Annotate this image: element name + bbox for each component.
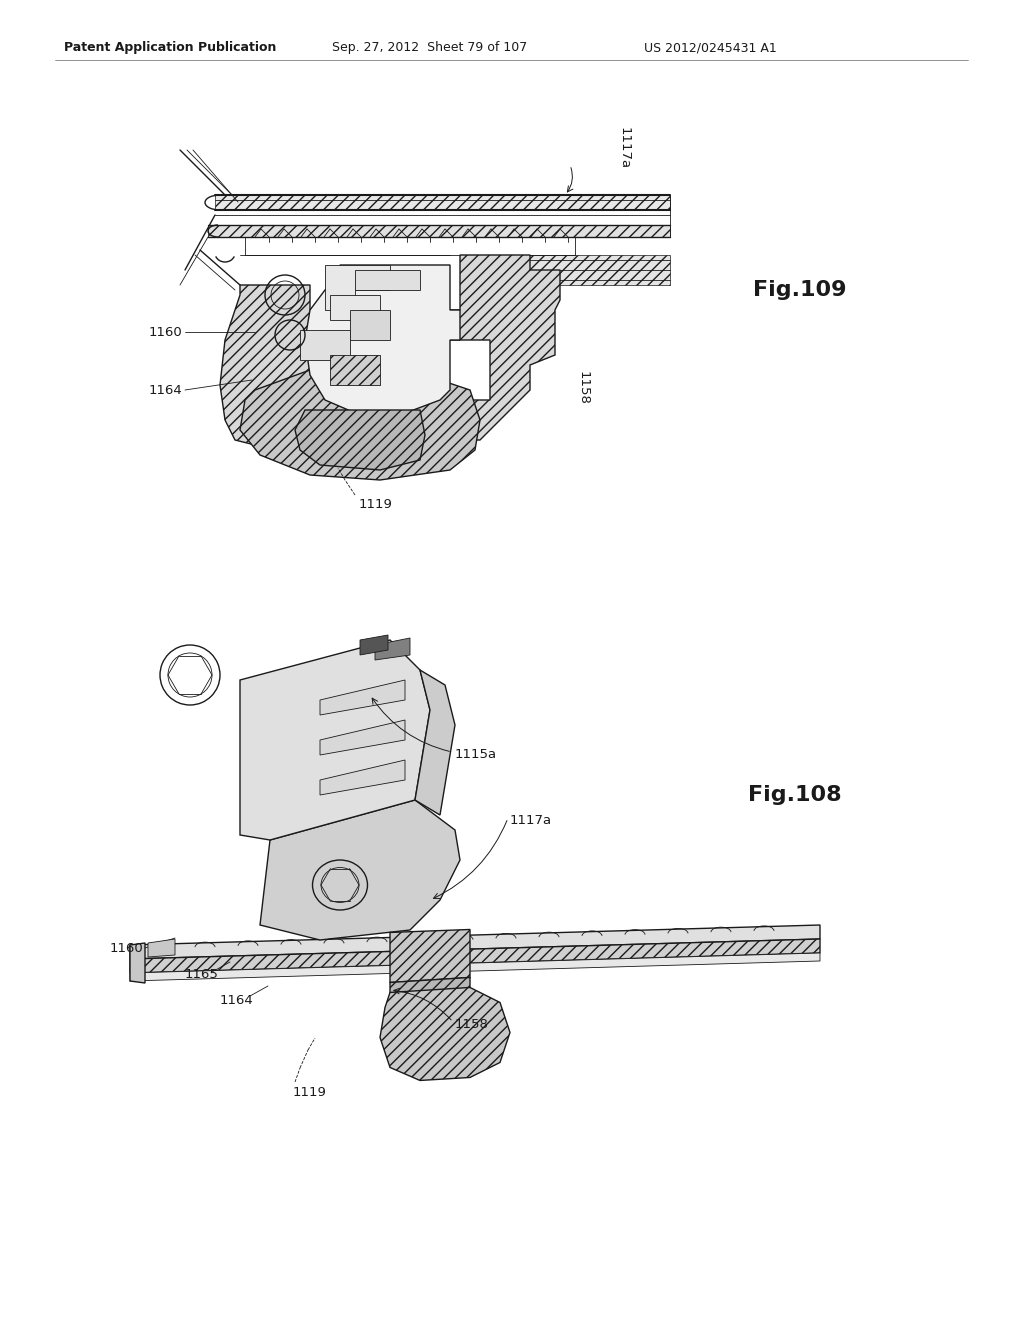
Text: US 2012/0245431 A1: US 2012/0245431 A1 xyxy=(644,41,776,54)
Polygon shape xyxy=(130,953,820,981)
Text: Fig.108: Fig.108 xyxy=(749,785,842,805)
Polygon shape xyxy=(130,939,820,973)
Polygon shape xyxy=(240,370,480,480)
Polygon shape xyxy=(319,680,406,715)
Text: 1117a: 1117a xyxy=(510,813,552,826)
Polygon shape xyxy=(390,929,470,982)
Text: 1115a: 1115a xyxy=(455,748,497,762)
Text: 1164: 1164 xyxy=(148,384,182,396)
Polygon shape xyxy=(350,310,390,341)
Polygon shape xyxy=(295,411,425,470)
Text: 1160: 1160 xyxy=(110,941,143,954)
Polygon shape xyxy=(215,195,670,210)
Polygon shape xyxy=(380,987,510,1081)
Polygon shape xyxy=(260,800,460,940)
Text: Fig.109: Fig.109 xyxy=(754,280,847,300)
Polygon shape xyxy=(148,939,175,957)
Polygon shape xyxy=(130,925,820,960)
Polygon shape xyxy=(355,271,420,290)
Polygon shape xyxy=(300,330,350,360)
Text: 1160: 1160 xyxy=(148,326,182,338)
Polygon shape xyxy=(319,719,406,755)
Polygon shape xyxy=(220,285,325,445)
Polygon shape xyxy=(330,294,380,319)
Polygon shape xyxy=(319,760,406,795)
Polygon shape xyxy=(305,265,460,414)
Polygon shape xyxy=(208,224,670,238)
Polygon shape xyxy=(375,638,410,660)
Text: 1158: 1158 xyxy=(455,1019,488,1031)
Polygon shape xyxy=(390,978,470,1007)
Polygon shape xyxy=(415,671,455,814)
Polygon shape xyxy=(460,255,670,285)
Text: 1117a: 1117a xyxy=(618,127,631,169)
Text: 1119: 1119 xyxy=(293,1085,327,1098)
Polygon shape xyxy=(450,255,560,440)
Polygon shape xyxy=(360,635,388,655)
Polygon shape xyxy=(330,355,380,385)
Text: 1164: 1164 xyxy=(220,994,254,1006)
Polygon shape xyxy=(325,265,390,310)
Text: 1158: 1158 xyxy=(577,371,590,405)
Text: 1165: 1165 xyxy=(185,969,219,982)
Polygon shape xyxy=(240,640,430,840)
Text: Patent Application Publication: Patent Application Publication xyxy=(63,41,276,54)
Text: Sep. 27, 2012  Sheet 79 of 107: Sep. 27, 2012 Sheet 79 of 107 xyxy=(333,41,527,54)
Text: 1119: 1119 xyxy=(358,499,392,511)
Polygon shape xyxy=(130,942,145,983)
